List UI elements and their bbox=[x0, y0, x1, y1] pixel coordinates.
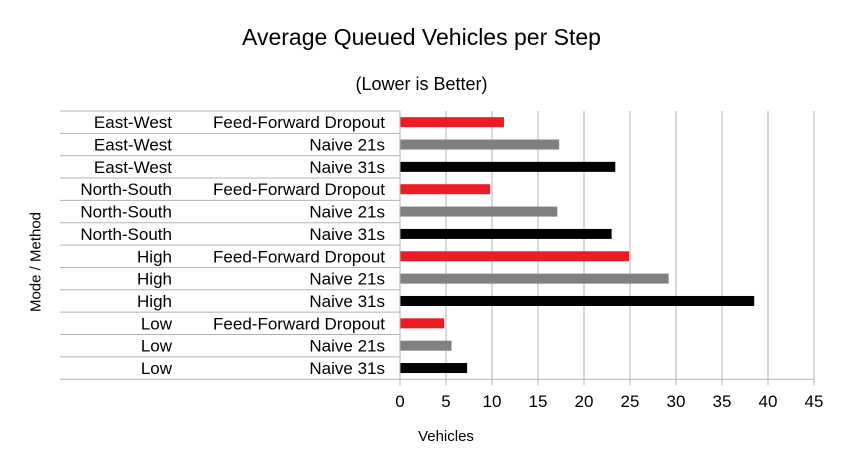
mode-label: East-West bbox=[94, 158, 172, 177]
bar bbox=[400, 139, 560, 150]
method-label: Naive 21s bbox=[309, 203, 385, 222]
x-axis-label: Vehicles bbox=[418, 428, 474, 445]
chart-title: Average Queued Vehicles per Step bbox=[242, 24, 601, 50]
bar bbox=[400, 206, 558, 217]
x-tick-label: 10 bbox=[483, 392, 502, 411]
mode-label: High bbox=[137, 247, 172, 266]
chart-subtitle: (Lower is Better) bbox=[355, 74, 488, 94]
method-label: Naive 21s bbox=[309, 270, 385, 289]
bar bbox=[400, 117, 504, 128]
x-tick-label: 40 bbox=[759, 392, 778, 411]
x-tick-label: 20 bbox=[575, 392, 594, 411]
bar bbox=[400, 363, 468, 374]
method-label: Naive 21s bbox=[309, 337, 385, 356]
mode-label: High bbox=[137, 292, 172, 311]
bar bbox=[400, 295, 755, 306]
mode-label: East-West bbox=[94, 113, 172, 132]
mode-label: Low bbox=[141, 337, 173, 356]
x-tick-label: 35 bbox=[713, 392, 732, 411]
method-label: Naive 21s bbox=[309, 136, 385, 155]
method-label: Feed-Forward Dropout bbox=[213, 180, 385, 199]
mode-label: East-West bbox=[94, 136, 172, 155]
bar bbox=[400, 273, 669, 284]
x-tick-label: 5 bbox=[441, 392, 450, 411]
method-label: Feed-Forward Dropout bbox=[213, 113, 385, 132]
mode-label: North-South bbox=[80, 180, 172, 199]
bar bbox=[400, 251, 630, 262]
mode-label: High bbox=[137, 270, 172, 289]
x-tick-label: 0 bbox=[395, 392, 404, 411]
bar bbox=[400, 228, 612, 239]
bar bbox=[400, 340, 452, 351]
method-label: Naive 31s bbox=[309, 225, 385, 244]
x-tick-label: 15 bbox=[529, 392, 548, 411]
mode-label: Low bbox=[141, 359, 173, 378]
method-label: Naive 31s bbox=[309, 359, 385, 378]
x-tick-label: 25 bbox=[621, 392, 640, 411]
method-label: Naive 31s bbox=[309, 158, 385, 177]
x-tick-label: 30 bbox=[667, 392, 686, 411]
method-label: Naive 31s bbox=[309, 292, 385, 311]
mode-label: North-South bbox=[80, 203, 172, 222]
mode-label: North-South bbox=[80, 225, 172, 244]
mode-label: Low bbox=[141, 314, 173, 333]
bar bbox=[400, 318, 445, 329]
method-label: Feed-Forward Dropout bbox=[213, 314, 385, 333]
bar bbox=[400, 184, 491, 195]
bar bbox=[400, 161, 616, 172]
method-label: Feed-Forward Dropout bbox=[213, 247, 385, 266]
x-tick-label: 45 bbox=[805, 392, 824, 411]
